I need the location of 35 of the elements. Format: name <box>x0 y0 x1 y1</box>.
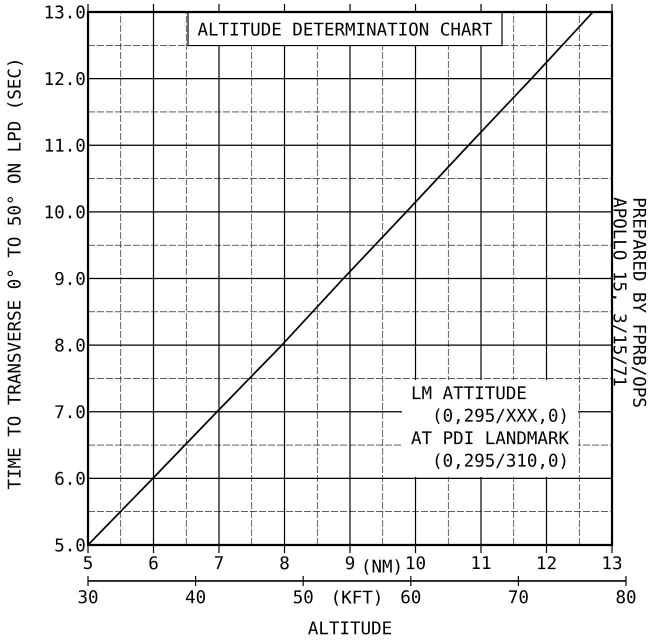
annotation: (0,295/310,0) <box>436 453 566 470</box>
x-tick-label: 13 <box>604 556 622 570</box>
x2-tick-label: 80 <box>616 590 636 604</box>
x2-tick-label: 60 <box>401 590 420 604</box>
text: PREPARED BY FPRB/OPS <box>632 198 646 407</box>
x-tick-label: 11 <box>472 556 490 569</box>
x-tick-label: 8 <box>280 556 289 570</box>
annotation: LM ATTITUDE <box>412 386 526 400</box>
x2-tick-label: 40 <box>186 590 206 604</box>
x-tick-label: 5 <box>84 556 92 570</box>
x-tick-label: 9 <box>346 556 354 570</box>
y-axis-title: TIME TO TRANSVERSE 0° TO 50° ON LPD (SEC) <box>7 61 23 490</box>
chart-title: ALTITUDE DETERMINATION CHART <box>198 22 492 36</box>
x-tick-label: 7 <box>214 556 223 569</box>
x-tick-label: 12 <box>538 556 556 570</box>
x2-tick-label: 70 <box>509 590 528 604</box>
y-tick-label: 13.0 <box>46 5 85 19</box>
y-tick-label: 7.0 <box>55 405 85 418</box>
y-tick-label: 10.0 <box>46 205 85 218</box>
x-tick-label: 6 <box>149 556 158 570</box>
y-tick-label: 11.0 <box>46 138 85 152</box>
y-tick-label: 5.0 <box>55 538 85 552</box>
x-tick-label: 10 <box>407 556 425 570</box>
text: (KFT) <box>334 590 380 606</box>
x-axis-title: ALTITUDE <box>308 621 392 634</box>
x2-tick-label: 50 <box>294 590 313 604</box>
annotation: (0,295/XXX,0) <box>436 408 566 424</box>
annotation: AT PDI LANDMARK <box>411 431 569 444</box>
x2-tick-label: 30 <box>78 590 98 604</box>
y-tick-label: 12.0 <box>46 72 85 86</box>
text: (NM) <box>364 559 400 575</box>
y-tick-label: 9.0 <box>55 272 85 286</box>
y-tick-label: 8.0 <box>55 338 85 352</box>
y-tick-label: 6.0 <box>55 472 85 485</box>
annotation: APOLLO 15, 3/15/71 <box>611 198 627 386</box>
